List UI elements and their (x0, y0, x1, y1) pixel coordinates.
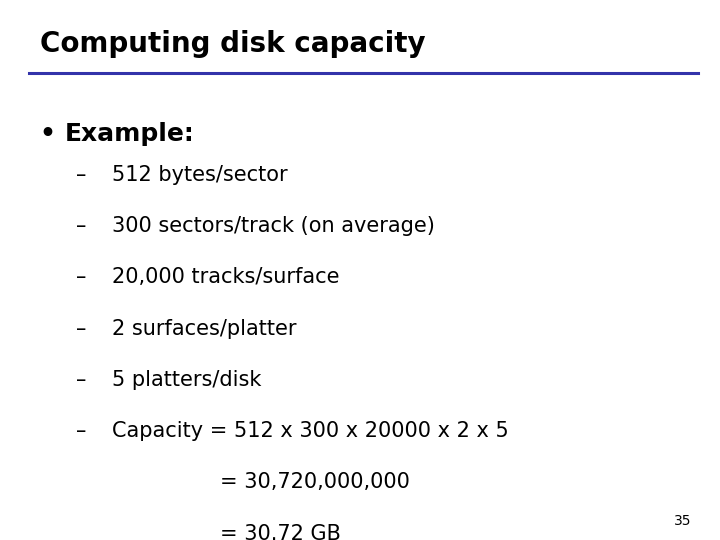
Text: –: – (76, 370, 86, 390)
Text: = 30,720,000,000: = 30,720,000,000 (220, 472, 410, 492)
Text: Capacity = 512 x 300 x 20000 x 2 x 5: Capacity = 512 x 300 x 20000 x 2 x 5 (112, 421, 508, 441)
Text: –: – (76, 216, 86, 236)
Text: 20,000 tracks/surface: 20,000 tracks/surface (112, 267, 339, 287)
Text: Example:: Example: (65, 122, 194, 145)
Text: –: – (76, 421, 86, 441)
Text: 512 bytes/sector: 512 bytes/sector (112, 165, 287, 185)
Text: 2 surfaces/platter: 2 surfaces/platter (112, 319, 296, 339)
Text: –: – (76, 267, 86, 287)
Text: 35: 35 (674, 514, 691, 528)
Text: •: • (40, 122, 55, 145)
Text: 300 sectors/track (on average): 300 sectors/track (on average) (112, 216, 434, 236)
Text: = 30.72 GB: = 30.72 GB (220, 524, 341, 540)
Text: –: – (76, 165, 86, 185)
Text: –: – (76, 319, 86, 339)
Text: Computing disk capacity: Computing disk capacity (40, 30, 426, 58)
Text: 5 platters/disk: 5 platters/disk (112, 370, 261, 390)
